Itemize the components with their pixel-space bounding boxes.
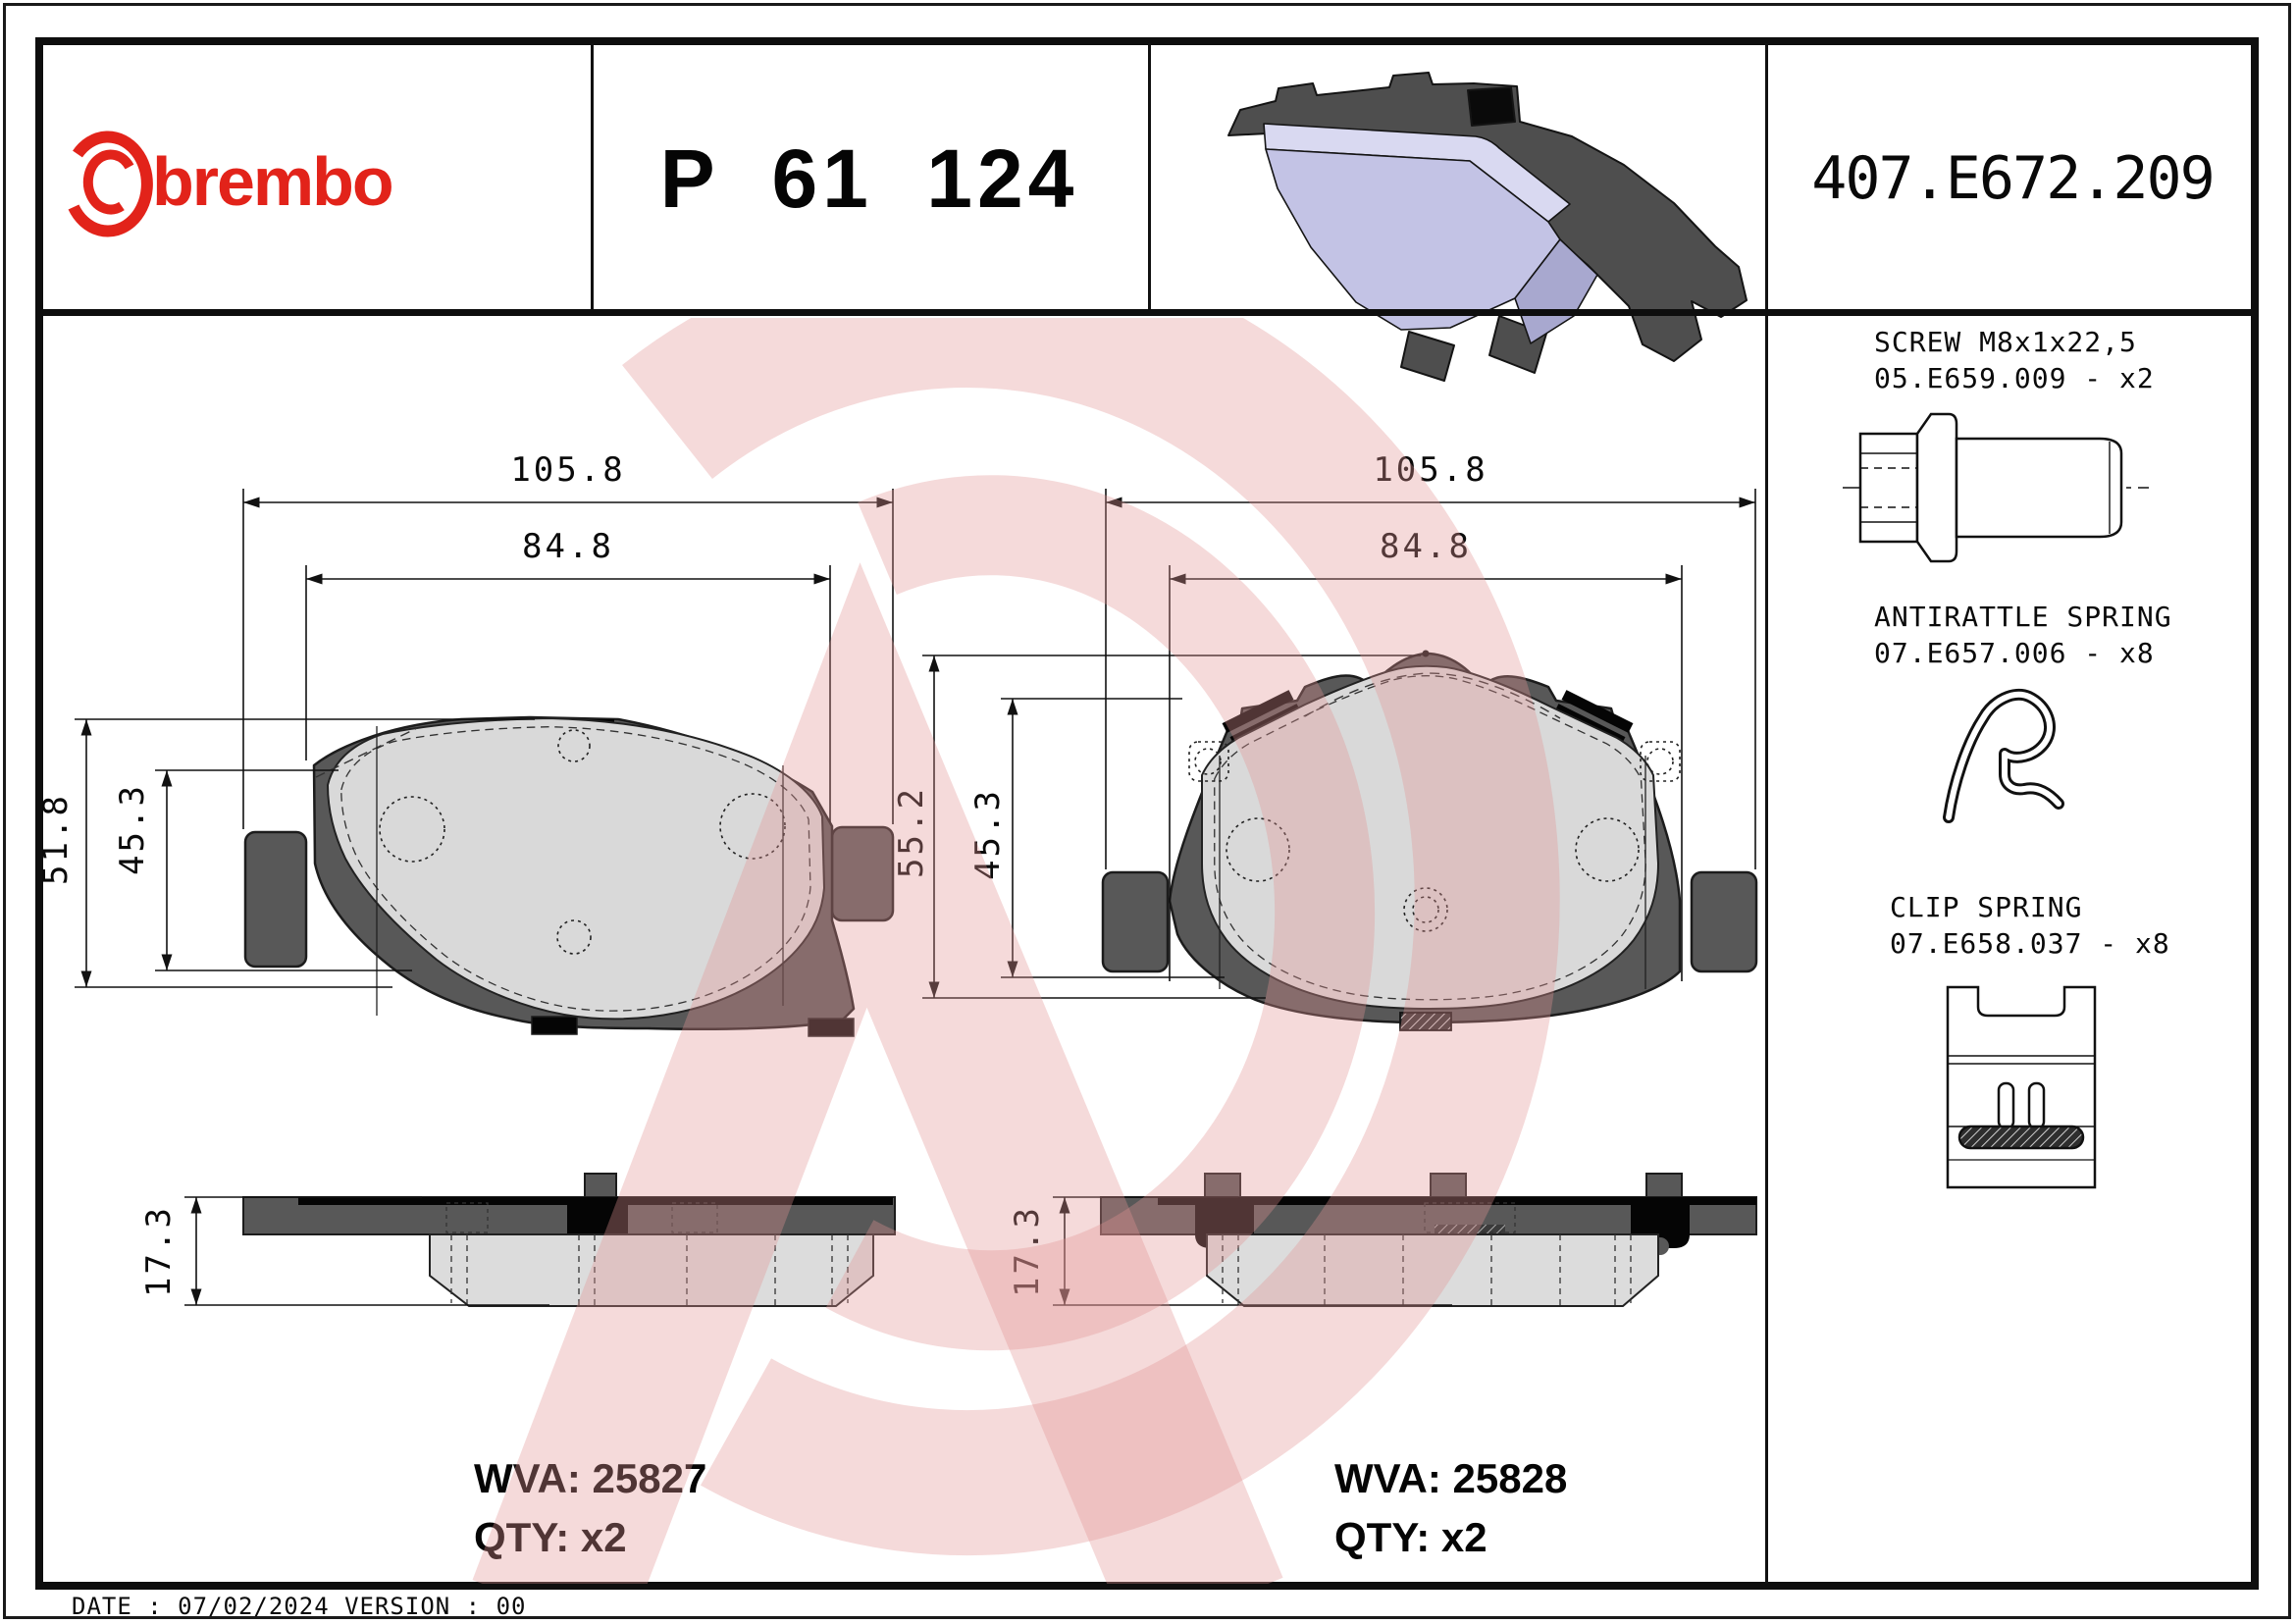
- sidebar-divider: [1765, 316, 1768, 1584]
- screw-title: SCREW M8x1x22,5: [1874, 326, 2137, 358]
- qty-left: QTY: x2: [474, 1514, 627, 1560]
- brembo-logo-icon: [68, 131, 153, 237]
- pad-left-front-drawing: [243, 715, 895, 1037]
- dim-right-height-inner: 45.3: [968, 788, 1008, 880]
- dim-right-thickness: 17.3: [1008, 1205, 1047, 1297]
- header-bottom-rule: [35, 309, 2259, 316]
- part-number: P 61 124: [659, 132, 1079, 225]
- dim-right-width-inner: 84.8: [1380, 527, 1472, 566]
- pad-right-front-drawing: [1101, 650, 1758, 1031]
- antirattle-spring-drawing: [1943, 688, 2064, 823]
- wva-right: WVA: 25828: [1334, 1455, 1568, 1501]
- header-divider-2: [1148, 43, 1151, 310]
- clip-spring-title: CLIP SPRING: [1890, 891, 2083, 923]
- header-divider-1: [591, 43, 594, 310]
- dim-left-height-inner: 45.3: [113, 783, 152, 875]
- dim-left-thickness: 17.3: [139, 1205, 179, 1297]
- clip-spring-drawing: [1946, 985, 2097, 1189]
- pad-3d-render: [1227, 72, 1748, 382]
- dim-left-width-inner: 84.8: [522, 527, 614, 566]
- antirattle-spring-title: ANTIRATTLE SPRING: [1874, 601, 2172, 633]
- pad-left-side-drawing: [242, 1173, 896, 1307]
- dim-right-width-outer: 105.8: [1373, 450, 1488, 490]
- pad-right-side-drawing: [1100, 1173, 1757, 1307]
- clip-spring-code: 07.E658.037 - x8: [1890, 927, 2170, 960]
- reference-number: 407.E672.209: [1811, 144, 2215, 213]
- wva-left: WVA: 25827: [474, 1455, 707, 1501]
- dim-left-width-outer: 105.8: [510, 450, 626, 490]
- page-outer-border: [3, 3, 2291, 1619]
- footer-date-version: DATE : 07/02/2024 VERSION : 00: [72, 1593, 527, 1620]
- drawing-frame: [35, 37, 2259, 1590]
- dim-right-height-outer: 55.2: [892, 786, 931, 878]
- screw-drawing: [1843, 412, 2149, 563]
- dimension-lines: [75, 489, 1756, 1306]
- dim-left-height-outer: 51.8: [36, 793, 76, 885]
- screw-code: 05.E659.009 - x2: [1874, 362, 2155, 394]
- header-divider-3: [1765, 43, 1768, 310]
- qty-right: QTY: x2: [1334, 1514, 1487, 1560]
- brand-logotype: brembo: [152, 143, 394, 220]
- antirattle-spring-code: 07.E657.006 - x8: [1874, 637, 2155, 669]
